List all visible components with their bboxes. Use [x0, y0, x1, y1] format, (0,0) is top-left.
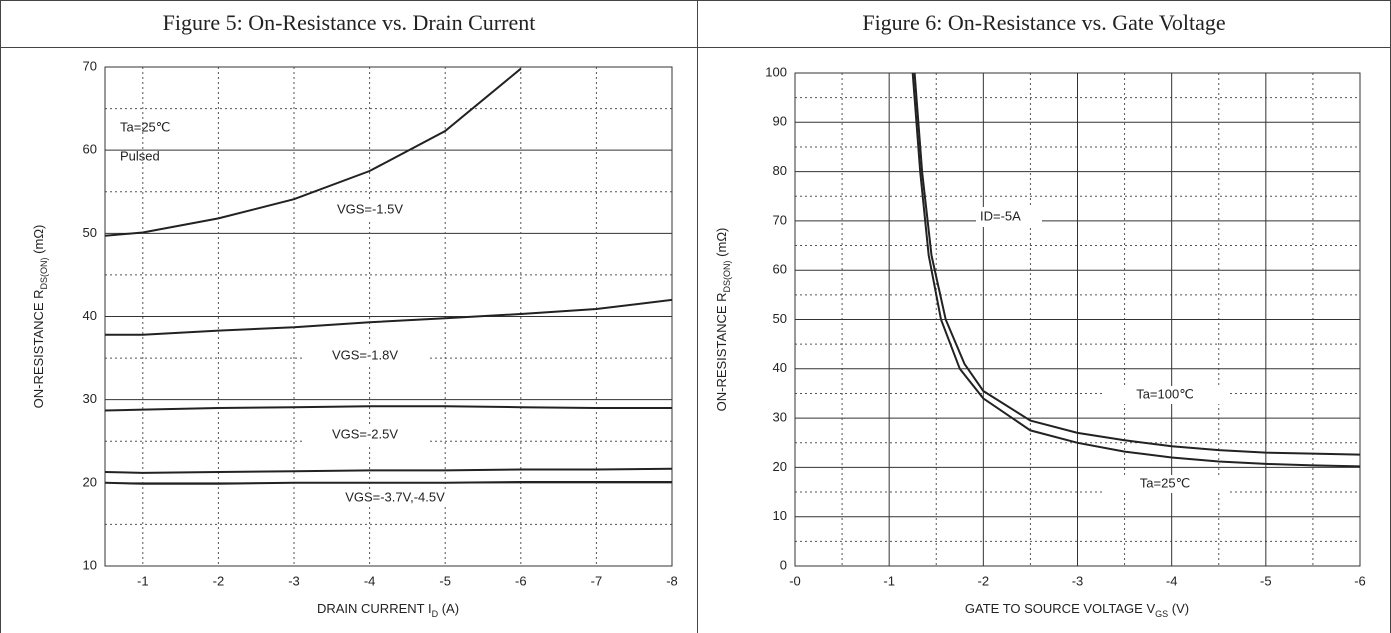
- y-tick-label: 30: [83, 391, 97, 406]
- x-tick-label: -5: [439, 573, 451, 588]
- x-tick-label: -6: [515, 573, 527, 588]
- plot-frame: [794, 72, 1361, 567]
- y-tick-label: 0: [780, 557, 787, 572]
- x-tick-label: -0: [789, 573, 801, 588]
- x-tick-label: -3: [1072, 573, 1084, 588]
- plot-frame: [104, 66, 673, 567]
- x-tick-label: -3: [288, 573, 300, 588]
- label-bg: [303, 347, 427, 365]
- x-axis-title: DRAIN CURRENT ID (A): [317, 601, 459, 619]
- x-axis-title-part: GS: [1155, 609, 1168, 619]
- label-bg: [976, 207, 1042, 227]
- label-bg: [333, 489, 457, 507]
- y-axis-title: ON-RESISTANCE RDS(ON) (mΩ): [714, 228, 732, 412]
- y-tick-label: 60: [83, 142, 97, 157]
- x-tick-label: -6: [1354, 573, 1366, 588]
- data-line: [105, 67, 522, 237]
- y-axis-title-part: ON-RESISTANCE R: [31, 289, 46, 408]
- y-axis-title-part: DS(ON): [39, 257, 49, 289]
- data-line: [913, 73, 1360, 456]
- annotation: Pulsed: [120, 148, 160, 163]
- label-bg: [308, 201, 432, 219]
- data-line: [105, 467, 672, 474]
- y-tick-label: 70: [83, 58, 97, 73]
- chart-title: Figure 6: On-Resistance vs. Gate Voltage: [862, 10, 1225, 35]
- data-line: [105, 405, 672, 412]
- y-axis-title-part: ON-RESISTANCE R: [714, 292, 729, 411]
- label-bg: [303, 426, 427, 444]
- data-line: [105, 481, 672, 485]
- y-tick-label: 40: [773, 360, 787, 375]
- x-tick-label: -4: [364, 573, 376, 588]
- series-label: VGS=-1.8V: [332, 347, 398, 362]
- y-tick-label: 80: [773, 163, 787, 178]
- data-line: [911, 73, 1360, 468]
- y-tick-label: 100: [765, 64, 787, 79]
- series-label: VGS=-2.5V: [332, 426, 398, 441]
- y-tick-label: 90: [773, 114, 787, 129]
- y-axis-title: ON-RESISTANCE RDS(ON) (mΩ): [31, 225, 49, 409]
- x-axis-title-part: GATE TO SOURCE VOLTAGE V: [965, 601, 1156, 616]
- y-tick-label: 10: [773, 508, 787, 523]
- x-tick-label: -7: [591, 573, 603, 588]
- annotation: Ta=25℃: [120, 119, 170, 134]
- y-tick-label: 60: [773, 262, 787, 277]
- series-label: VGS=-1.5V: [337, 201, 403, 216]
- x-tick-label: -4: [1166, 573, 1178, 588]
- y-tick-label: 50: [773, 311, 787, 326]
- x-tick-label: -1: [883, 573, 895, 588]
- y-tick-label: 20: [773, 459, 787, 474]
- y-tick-label: 10: [83, 557, 97, 572]
- x-tick-label: -1: [137, 573, 149, 588]
- x-axis-title-part: DRAIN CURRENT I: [317, 601, 432, 616]
- label-bg: [1103, 386, 1227, 404]
- x-axis-title-part: D: [432, 609, 439, 619]
- x-axis-title-part: (V): [1168, 601, 1189, 616]
- x-tick-label: -8: [666, 573, 678, 588]
- x-axis-title-part: (A): [438, 601, 459, 616]
- x-tick-label: -5: [1260, 573, 1272, 588]
- y-tick-label: 20: [83, 474, 97, 489]
- x-tick-label: -2: [213, 573, 225, 588]
- chart-title: Figure 5: On-Resistance vs. Drain Curren…: [163, 10, 536, 35]
- data-line: [105, 298, 672, 336]
- series-label: Ta=25℃: [1140, 475, 1190, 490]
- y-axis-title-part: (mΩ): [714, 228, 729, 261]
- annotation: ID=-5A: [980, 208, 1021, 223]
- series-label: VGS=-3.7V,-4.5V: [345, 489, 445, 504]
- series-label: Ta=100℃: [1136, 386, 1194, 401]
- x-axis-title: GATE TO SOURCE VOLTAGE VGS (V): [965, 601, 1189, 619]
- y-tick-label: 40: [83, 308, 97, 323]
- y-axis-title-part: DS(ON): [722, 260, 732, 292]
- x-tick-label: -2: [978, 573, 990, 588]
- label-bg: [1103, 475, 1227, 493]
- y-tick-label: 30: [773, 410, 787, 425]
- y-axis-title-part: (mΩ): [31, 225, 46, 258]
- y-tick-label: 50: [83, 225, 97, 240]
- y-tick-label: 70: [773, 212, 787, 227]
